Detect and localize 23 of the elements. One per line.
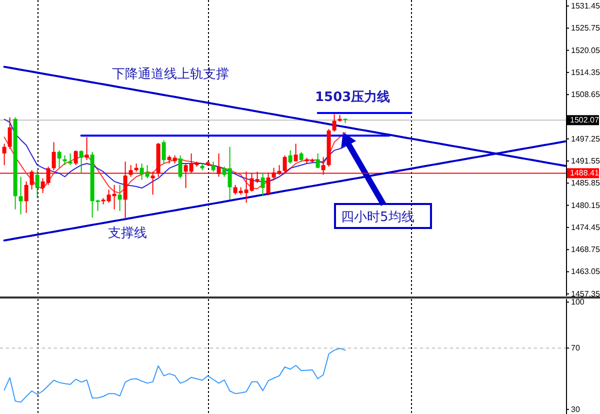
annotation: 下降通道线上轨支撑	[112, 67, 229, 82]
y-tick-label: 1457.35	[571, 289, 600, 298]
y-tick-label: 1525.75	[571, 24, 600, 33]
y-tick-label: 1497.25	[571, 134, 600, 144]
annotation: 1503压力线	[315, 90, 390, 105]
annotation: 四小时5均线	[341, 210, 414, 225]
y-tick-label: 1531.45	[571, 2, 600, 11]
ref-line-label: 1488.41	[570, 168, 600, 178]
y-tick-label: 1485.85	[571, 178, 600, 188]
y-tick-label: 1468.75	[571, 245, 600, 254]
y-tick-label: 70	[571, 344, 580, 353]
annotation: 支撑线	[108, 226, 147, 241]
y-tick-label: 1480.15	[571, 200, 600, 210]
y-tick-label: 1520.05	[571, 46, 600, 55]
y-tick-label: 30	[571, 404, 580, 414]
y-tick-label: 100	[571, 298, 585, 307]
ref-line-label: 1502.07	[570, 116, 600, 125]
y-tick-label: 1463.05	[571, 267, 600, 276]
y-tick-label: 1491.55	[571, 156, 600, 166]
y-tick-label: 1514.35	[571, 68, 600, 77]
y-tick-label: 1508.65	[571, 90, 600, 100]
y-tick-label: 1474.45	[571, 222, 600, 232]
line-series	[4, 348, 346, 403]
